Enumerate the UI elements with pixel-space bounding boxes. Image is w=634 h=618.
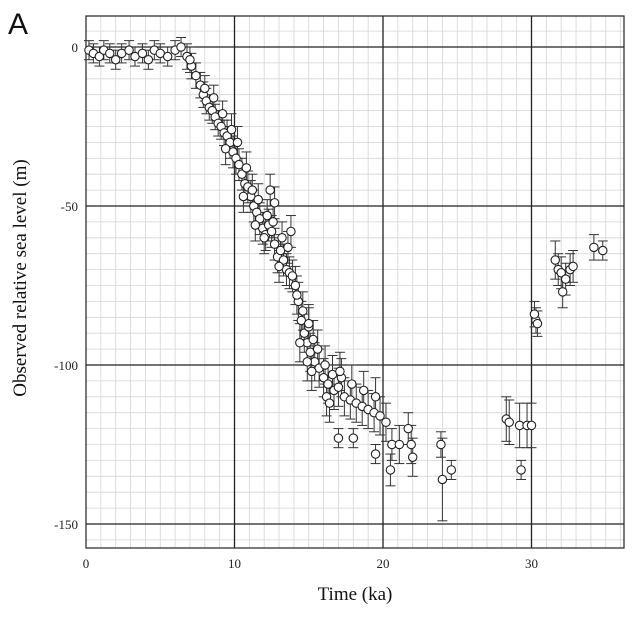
data-point: [358, 385, 369, 396]
data-point: [94, 51, 105, 62]
data-point: [162, 51, 173, 62]
data-point: [333, 433, 344, 443]
data-point: [298, 306, 308, 316]
data-point: [347, 379, 357, 389]
data-point: [268, 217, 278, 227]
data-point: [176, 42, 186, 52]
panel-label: A: [8, 8, 29, 41]
data-point: [287, 271, 298, 281]
data-point: [532, 318, 543, 329]
data-point: [333, 382, 344, 393]
data-point: [105, 48, 115, 59]
data-point: [324, 398, 335, 408]
x-axis-label: Time (ka): [318, 584, 393, 605]
data-point: [504, 417, 514, 427]
data-point: [269, 198, 280, 208]
data-point: [446, 465, 457, 475]
data-point: [320, 360, 330, 370]
minor-gridlines: [86, 16, 624, 548]
data-point: [370, 449, 381, 459]
data-point: [259, 233, 269, 243]
data-point: [381, 417, 391, 427]
data-point: [406, 439, 416, 450]
data-point: [589, 242, 599, 253]
data-point: [557, 287, 568, 297]
data-point: [200, 83, 210, 94]
data-point: [403, 423, 413, 434]
data-point: [226, 124, 237, 135]
data-point: [516, 465, 526, 475]
data-point: [394, 439, 405, 450]
data-point: [274, 261, 284, 272]
data-point: [385, 465, 396, 475]
data-point: [191, 70, 201, 81]
data-point: [286, 226, 296, 237]
data-point: [265, 185, 275, 195]
y-tick-labels: 0 -50 -100 -150: [54, 40, 78, 532]
data-point: [290, 280, 301, 291]
y-tick-label: -150: [54, 517, 78, 532]
data-point: [110, 54, 121, 65]
data-point: [348, 433, 359, 443]
data-point: [550, 255, 561, 265]
data-point: [250, 220, 261, 230]
data-point: [302, 357, 313, 367]
data-point: [262, 210, 272, 221]
data-point: [437, 474, 448, 485]
data-point: [318, 372, 329, 383]
data-point: [308, 334, 318, 345]
data-point: [269, 239, 280, 249]
data-point: [217, 109, 228, 119]
y-tick-label: -50: [61, 199, 78, 214]
data-point: [323, 379, 333, 389]
x-tick-label: 10: [228, 556, 241, 571]
data-point: [560, 274, 571, 284]
data-point: [295, 337, 305, 348]
x-tick-labels: 0 10 20 30: [83, 556, 538, 571]
data-point: [568, 261, 578, 272]
data-point: [185, 54, 195, 65]
data-point: [283, 242, 293, 253]
x-tick-label: 0: [83, 556, 90, 571]
data-point: [292, 290, 302, 300]
data-point: [529, 309, 540, 319]
data-point: [556, 268, 566, 278]
data-point: [247, 185, 258, 195]
data-point: [598, 245, 608, 256]
y-axis-label: Observed relative sea level (m): [10, 159, 31, 396]
y-tick-label: 0: [72, 40, 79, 55]
data-point: [237, 169, 247, 179]
data-point: [232, 137, 243, 148]
data-point: [299, 328, 310, 338]
data-point: [407, 452, 418, 462]
data-point: [208, 93, 219, 103]
data-point: [137, 48, 148, 59]
data-point: [306, 366, 317, 377]
data-point: [238, 191, 249, 202]
data-point: [143, 54, 154, 65]
data-point: [266, 226, 277, 237]
data-point: [220, 144, 231, 154]
plot-area-frame: [85, 15, 625, 549]
x-tick-label: 20: [377, 556, 390, 571]
data-point: [312, 344, 323, 354]
data-point: [241, 163, 252, 173]
major-gridlines: [86, 16, 624, 548]
data-point: [303, 318, 314, 329]
data-point: [526, 420, 537, 431]
data-point: [277, 233, 287, 243]
data-point: [375, 411, 385, 421]
data-point: [370, 392, 381, 402]
data-point: [335, 366, 345, 377]
data-points: [84, 42, 608, 485]
data-point: [253, 194, 264, 205]
y-tick-label: -100: [54, 358, 78, 373]
error-bars: [83, 36, 608, 522]
x-tick-label: 30: [525, 556, 538, 571]
data-point: [278, 255, 289, 265]
data-point: [124, 45, 134, 55]
data-point: [436, 439, 446, 450]
